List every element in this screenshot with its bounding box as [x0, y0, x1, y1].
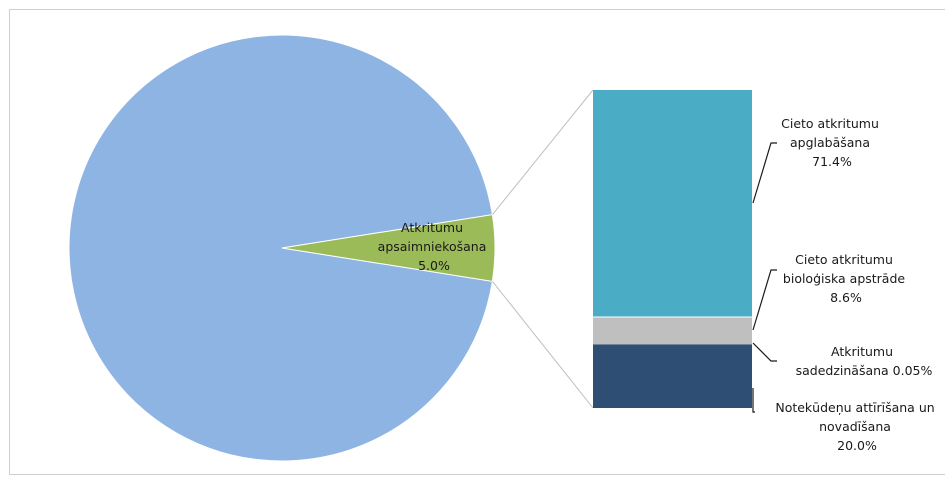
pie-slice-value: 5.0%: [418, 258, 450, 273]
leader-line-biologiska-apstrade: [752, 269, 777, 331]
segment-label-line: Cieto atkritumu: [795, 252, 893, 267]
segment-label-line: bioloģiska apstrāde: [783, 271, 905, 286]
leader-line-sadedzinasana: [752, 342, 777, 362]
pie-slice-label-line: Atkritumu: [401, 220, 463, 235]
segment-label-apglabasana: Cieto atkritumu apglabāšana 71.4%: [781, 116, 883, 169]
pie-slice-label: Atkritumu apsaimniekošana 5.0%: [378, 220, 491, 273]
pie-slice-label-line: apsaimniekošana: [378, 239, 487, 254]
leader-line-notekudenu: [752, 388, 755, 413]
segment-label-line: sadedzināšana 0.05%: [796, 363, 933, 378]
segment-label-sadedzinasana: Atkritumu sadedzināšana 0.05%: [796, 344, 933, 378]
bar-segment-notekudenu-attirisana: [593, 344, 752, 408]
connector-line-top: [491, 89, 594, 215]
segment-label-line: novadīšana: [819, 419, 891, 434]
bar-segment-biologiska-apstrade: [593, 316, 752, 345]
leader-line-apglabasana: [752, 142, 777, 204]
segment-label-notekudenu: Notekūdeņu attīrīšana un novadīšana 20.0…: [775, 400, 938, 453]
segment-label-biologiska-apstrade: Cieto atkritumu bioloģiska apstrāde 8.6%: [783, 252, 909, 305]
segment-label-line: Notekūdeņu attīrīšana un: [775, 400, 934, 415]
segment-label-line: Cieto atkritumu: [781, 116, 879, 131]
pie-slice-atkritumu-apsaimniekosana: [281, 214, 496, 282]
bar-segment-apglabasana: [593, 90, 752, 317]
pie-slice-main: [68, 34, 493, 462]
chart-area: [9, 9, 945, 475]
segment-label-line: apglabāšana: [790, 135, 870, 150]
connector-line-bottom: [491, 281, 594, 409]
segment-label-value: 71.4%: [812, 154, 852, 169]
segment-label-value: 8.6%: [830, 290, 862, 305]
segment-label-line: Atkritumu: [831, 344, 893, 359]
segment-label-value: 20.0%: [837, 438, 877, 453]
